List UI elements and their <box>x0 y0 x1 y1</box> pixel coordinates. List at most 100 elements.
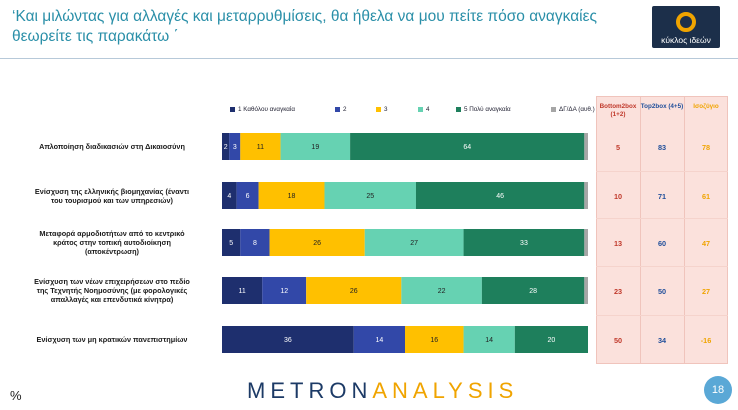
bar-segment <box>350 133 585 160</box>
bar-segment <box>222 326 354 353</box>
legend-item: 3 <box>376 106 388 118</box>
category-label-line: του τουρισμού και των υπηρεσιών) <box>51 195 173 205</box>
category-label-line: (αποκέντρωση) <box>85 247 139 256</box>
category-label-line: Ενίσχυση της ελληνικής βιομηχανίας (έναν… <box>34 186 190 196</box>
bar-segment <box>222 182 237 209</box>
legend-swatch <box>376 106 381 112</box>
legend-swatch <box>230 106 235 112</box>
data-label: 36 <box>284 337 292 344</box>
data-label: 14 <box>375 337 383 344</box>
summary-header: Ισοζύγιο <box>693 103 719 110</box>
bar-segment <box>262 277 307 304</box>
brand-part-1: METRON <box>247 378 373 403</box>
bar-segment <box>269 229 365 256</box>
data-label: 12 <box>280 288 288 295</box>
summary-header: Top2box (4+5) <box>640 103 684 110</box>
category-label-line: Ενίσχυση των νέων επιχειρήσεων στο πεδίο <box>34 277 190 286</box>
header-divider <box>0 58 738 59</box>
brand-part-2: ANALYSIS <box>372 378 519 403</box>
bar-segment <box>240 229 270 256</box>
category-label-line: απαλλαγές και επενδυτικά κίνητρα) <box>50 295 174 304</box>
legend-swatch <box>418 106 423 112</box>
legend-label: 4 <box>426 106 430 113</box>
legend-swatch <box>335 106 340 112</box>
data-label: 11 <box>257 144 264 151</box>
summary-row-divider <box>596 218 728 219</box>
category-label-line: Απλοποίηση διαδικασιών στη Δικαιοσύνη <box>39 142 185 151</box>
bar-segment <box>463 326 515 353</box>
data-label: 28 <box>529 288 537 295</box>
data-label: 3 <box>233 144 237 151</box>
data-label: 6 <box>246 193 250 200</box>
page-number-badge: 18 <box>704 376 732 404</box>
summary-value: 61 <box>701 191 711 201</box>
category-label-line: κράτος στην τοπική αυτοδιοίκηση <box>53 238 171 247</box>
bar-segment <box>324 182 416 209</box>
data-label: 64 <box>463 144 471 151</box>
legend-swatch <box>551 106 556 112</box>
percent-unit-label: % <box>10 388 22 403</box>
bar-segment <box>280 133 351 160</box>
data-label: 5 <box>229 240 233 247</box>
category-label-line: της Τεχνητής Νοημοσύνης (με φορολογικές <box>36 286 188 295</box>
legend-label: 5 Πολύ αναγκαία <box>464 106 511 113</box>
data-label: 2 <box>224 144 228 151</box>
summary-panel <box>596 96 728 364</box>
legend-label: 1 Καθόλου αναγκαία <box>238 106 295 113</box>
summary-row-divider <box>596 266 728 267</box>
legend-label: ΔΓ/ΔΑ (αυθ.) <box>559 106 595 113</box>
metron-analysis-brand: METRONANALYSIS <box>247 378 518 404</box>
summary-column-divider <box>640 96 641 364</box>
summary-value: 34 <box>657 335 667 345</box>
legend-label: 3 <box>384 106 388 113</box>
bar-segment <box>222 277 263 304</box>
category-label: Ενίσχυση της ελληνικής βιομηχανίας (έναν… <box>12 187 212 205</box>
summary-row-divider <box>596 171 728 172</box>
bar-segment <box>364 229 464 256</box>
legend-item: 5 Πολύ αναγκαία <box>456 106 511 118</box>
data-label: 11 <box>238 288 245 295</box>
summary-row-divider <box>596 315 728 316</box>
summary-value: 50 <box>657 286 667 296</box>
data-label: 19 <box>311 144 319 151</box>
bar-segment <box>306 277 402 304</box>
page-title: ‘Και μιλώντας για αλλαγές και μεταρρυθμί… <box>12 8 597 45</box>
bar-segment <box>401 277 482 304</box>
legend-item: 4 <box>418 106 430 118</box>
bar-segment <box>584 182 588 209</box>
legend-item: ΔΓ/ΔΑ (αυθ.) <box>551 106 595 118</box>
bar-segment <box>584 277 588 304</box>
bar-segment <box>222 229 241 256</box>
category-label: Απλοποίηση διαδικασιών στη Δικαιοσύνη <box>12 142 212 151</box>
bar-segment <box>514 326 588 353</box>
data-label: 8 <box>253 240 257 247</box>
bar-segment <box>240 133 281 160</box>
data-label: 14 <box>485 337 493 344</box>
summary-value: 5 <box>615 142 621 152</box>
legend-item: 2 <box>335 106 347 118</box>
data-label: 18 <box>288 193 296 200</box>
category-label: Μεταφορά αρμοδιοτήτων από το κεντρικό κρά… <box>12 229 212 256</box>
bar-segment <box>258 182 325 209</box>
bar-segment <box>222 133 230 160</box>
bar-segment <box>236 182 259 209</box>
bar-segment <box>405 326 464 353</box>
summary-column-divider <box>684 96 685 364</box>
summary-value: 83 <box>657 142 667 152</box>
summary-value: 47 <box>701 238 711 248</box>
data-label: 4 <box>227 193 231 200</box>
bar-segment <box>415 182 585 209</box>
logo-ring-icon <box>676 12 696 32</box>
bar-segment <box>229 133 241 160</box>
category-label-line: Ενίσχυση των μη κρατικών πανεπιστημίων <box>36 335 188 344</box>
category-label: Ενίσχυση των νέων επιχειρήσεων στο πεδίο… <box>12 277 212 304</box>
summary-value: 27 <box>701 286 711 296</box>
logo-text: κύκλος ιδεών <box>661 35 711 45</box>
summary-value: 60 <box>657 238 667 248</box>
summary-value: 78 <box>701 142 711 152</box>
bar-segment <box>584 133 588 160</box>
bar-segment <box>481 277 585 304</box>
summary-value: 10 <box>613 191 623 201</box>
data-label: 22 <box>438 288 446 295</box>
